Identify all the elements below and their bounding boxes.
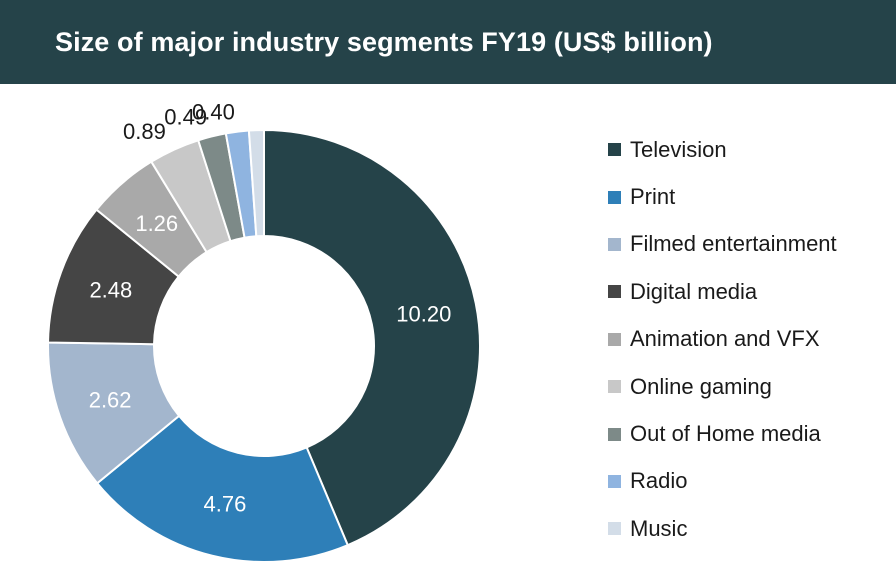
- legend-item-filmed-entertainment: Filmed entertainment: [608, 221, 837, 268]
- legend-swatch: [608, 332, 621, 346]
- legend-swatch: [608, 285, 621, 299]
- legend-item-music: Music: [608, 505, 837, 552]
- data-label-online-gaming: 0.89: [123, 119, 166, 144]
- title-bar: Size of major industry segments FY19 (US…: [0, 0, 896, 84]
- legend-label: Animation and VFX: [630, 326, 820, 352]
- legend-swatch: [608, 380, 621, 394]
- chart-title: Size of major industry segments FY19 (US…: [55, 26, 713, 57]
- data-label-radio: 0.40: [192, 99, 235, 124]
- legend-swatch: [608, 474, 621, 488]
- legend-swatch: [608, 522, 621, 536]
- data-label-out-of-home-media: 0.49: [164, 104, 207, 129]
- slice-television: [263, 128, 481, 547]
- legend-item-animation-and-vfx: Animation and VFX: [608, 316, 837, 363]
- legend-label: Music: [630, 515, 688, 541]
- legend-item-print: Print: [608, 173, 837, 220]
- donut-slices: [47, 128, 481, 563]
- data-label-digital-media: 2.48: [89, 278, 132, 303]
- legend-item-out-of-home-media: Out of Home media: [608, 410, 837, 457]
- legend-label: Filmed entertainment: [630, 231, 837, 257]
- legend-item-online-gaming: Online gaming: [608, 363, 837, 410]
- chart-legend: Television Print Filmed entertainment Digit…: [608, 126, 837, 553]
- data-label-television: 10.20: [396, 301, 451, 326]
- legend-label: Digital media: [630, 278, 758, 304]
- data-label-print: 4.76: [204, 492, 247, 517]
- slice-print: [95, 414, 350, 563]
- legend-label: Online gaming: [630, 373, 772, 399]
- legend-swatch: [608, 143, 621, 157]
- legend-item-radio: Radio: [608, 458, 837, 505]
- legend-swatch: [608, 427, 621, 441]
- legend-item-digital-media: Digital media: [608, 268, 837, 315]
- data-label-animation-and-vfx: 1.26: [135, 211, 178, 236]
- donut-chart: 10.20 4.76 2.62 2.48 1.26 0.890.490.40: [47, 99, 481, 563]
- data-label-filmed-entertainment: 2.62: [89, 387, 132, 412]
- slice-music: [247, 128, 265, 238]
- legend-label: Radio: [630, 468, 688, 494]
- legend-swatch: [608, 190, 621, 204]
- legend-swatch: [608, 237, 621, 251]
- legend-label: Television: [630, 136, 727, 162]
- donut-data-labels: 10.20 4.76 2.62 2.48 1.26 0.890.490.40: [89, 99, 452, 516]
- legend-label: Out of Home media: [630, 421, 821, 447]
- legend-label: Print: [630, 184, 676, 210]
- legend-item-television: Television: [608, 126, 837, 173]
